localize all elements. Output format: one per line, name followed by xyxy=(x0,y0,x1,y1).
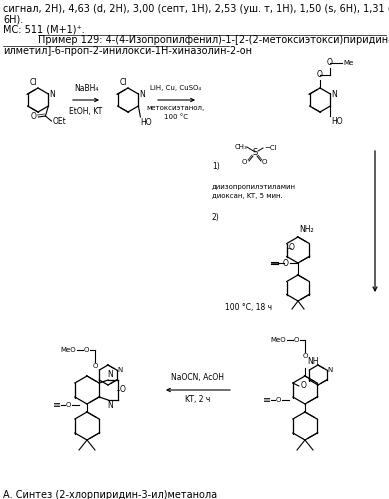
Text: O: O xyxy=(242,159,247,165)
Text: N: N xyxy=(107,370,113,379)
Text: −Cl: −Cl xyxy=(264,145,277,151)
Text: А. Синтез (2-хлорпиридин-3-ил)метанола: А. Синтез (2-хлорпиридин-3-ил)метанола xyxy=(3,490,217,499)
Text: метоксиэтанол,: метоксиэтанол, xyxy=(147,105,205,111)
Text: EtOH, KT: EtOH, KT xyxy=(69,107,103,116)
Text: Пример 129: 4-(4-Изопропилфенил)-1-[2-(2-метоксиэтокси)пиридин-3-: Пример 129: 4-(4-Изопропилфенил)-1-[2-(2… xyxy=(38,35,389,45)
Text: N: N xyxy=(139,89,145,98)
Text: N: N xyxy=(107,401,113,410)
Text: O: O xyxy=(289,243,294,252)
Text: O: O xyxy=(120,386,126,395)
Text: N: N xyxy=(49,89,54,98)
Text: илметил]-6-проп-2-инилокси-1H-хиназолин-2-он: илметил]-6-проп-2-инилокси-1H-хиназолин-… xyxy=(3,46,252,56)
Text: O: O xyxy=(262,159,267,165)
Text: ≡: ≡ xyxy=(53,400,61,410)
Text: MeO: MeO xyxy=(60,347,75,353)
Text: Cl: Cl xyxy=(120,78,128,87)
Text: O: O xyxy=(30,111,37,120)
Text: NaBH₄: NaBH₄ xyxy=(74,84,98,93)
Text: МС: 511 (М+1)⁺.: МС: 511 (М+1)⁺. xyxy=(3,24,85,34)
Text: 6H).: 6H). xyxy=(3,14,23,24)
Text: сигнал, 2H), 4,63 (d, 2H), 3,00 (септ, 1H), 2,53 (уш. т, 1H), 1,50 (s, 6H), 1,31: сигнал, 2H), 4,63 (d, 2H), 3,00 (септ, 1… xyxy=(3,4,389,14)
Text: O: O xyxy=(302,353,308,359)
Text: HO: HO xyxy=(331,117,343,126)
Text: Me: Me xyxy=(343,60,353,66)
Text: N: N xyxy=(117,367,123,373)
Text: 100 °C: 100 °C xyxy=(164,114,188,120)
Text: O: O xyxy=(92,363,98,369)
Text: O: O xyxy=(84,347,89,353)
Text: LiH, Cu, CuSO₄: LiH, Cu, CuSO₄ xyxy=(151,85,202,91)
Text: O: O xyxy=(276,397,281,403)
Text: 100 °C, 18 ч: 100 °C, 18 ч xyxy=(225,303,272,312)
Text: CH₃: CH₃ xyxy=(234,144,247,150)
Text: NH₂: NH₂ xyxy=(299,225,314,234)
Text: N: N xyxy=(328,367,333,373)
Text: KT, 2 ч: KT, 2 ч xyxy=(185,395,211,404)
Text: HO: HO xyxy=(140,118,152,127)
Text: диоксан, KT, 5 мин.: диоксан, KT, 5 мин. xyxy=(212,193,283,199)
Text: 1): 1) xyxy=(212,162,220,171)
Text: OEt: OEt xyxy=(53,116,66,126)
Text: ≡: ≡ xyxy=(263,395,271,405)
Text: Cl: Cl xyxy=(30,78,37,87)
Text: NH: NH xyxy=(307,357,319,366)
Text: O: O xyxy=(301,382,307,391)
Text: O: O xyxy=(66,402,71,408)
Text: O: O xyxy=(317,70,323,79)
Text: 2): 2) xyxy=(212,213,220,222)
Text: NaOCN, AcOH: NaOCN, AcOH xyxy=(172,373,224,382)
Text: O: O xyxy=(327,58,333,67)
Text: MeO: MeO xyxy=(270,337,286,343)
Text: S: S xyxy=(252,148,258,157)
Text: O: O xyxy=(283,258,289,267)
Text: N: N xyxy=(331,89,336,98)
Text: O: O xyxy=(294,337,300,343)
Text: диизопропилэтиламин: диизопропилэтиламин xyxy=(212,184,296,190)
